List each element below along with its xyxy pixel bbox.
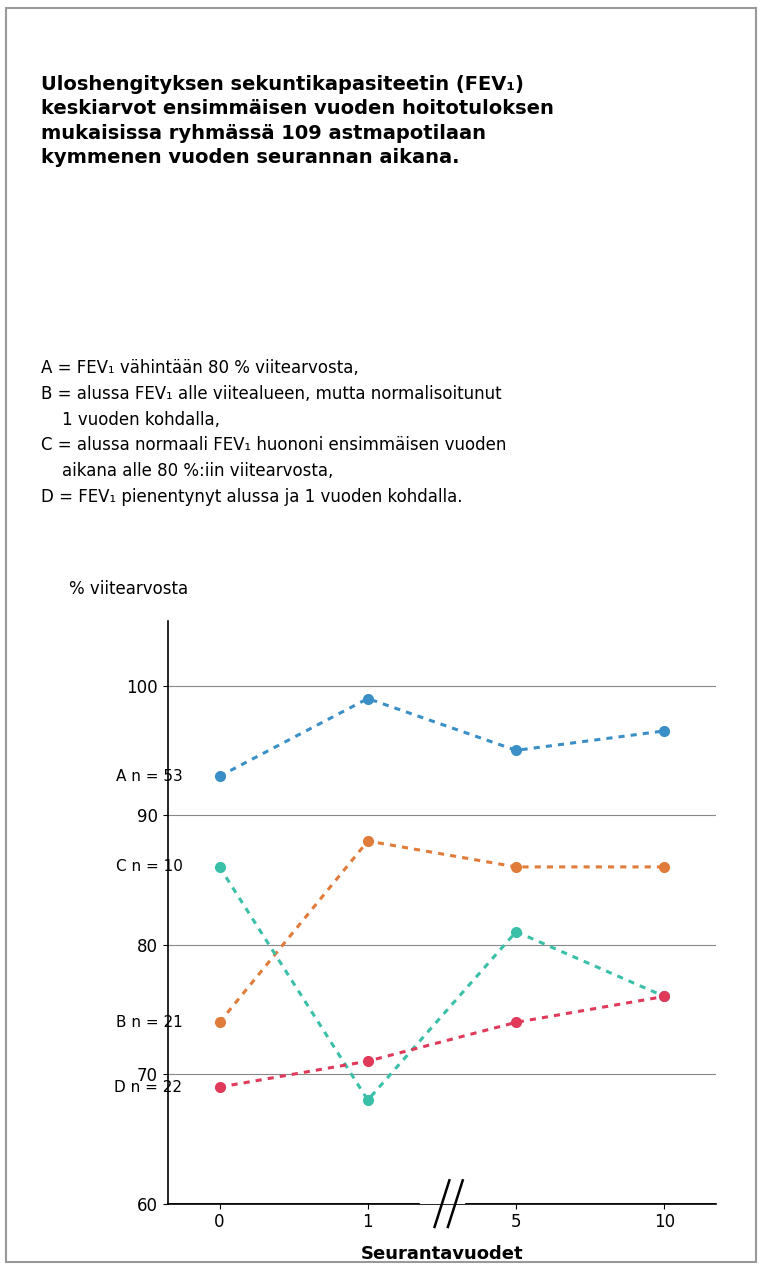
X-axis label: Seurantavuodet: Seurantavuodet — [360, 1245, 523, 1263]
Text: KUVIO 2.: KUVIO 2. — [21, 25, 110, 43]
Text: A = FEV₁ vähintään 80 % viitearvosta,
B = alussa FEV₁ alle viitealueen, mutta no: A = FEV₁ vähintään 80 % viitearvosta, B … — [41, 360, 507, 506]
Text: % viitearvosta: % viitearvosta — [69, 579, 188, 598]
Text: D n = 22: D n = 22 — [114, 1079, 182, 1095]
Bar — [420, 1171, 464, 1237]
Text: Uloshengityksen sekuntikapasiteetin (FEV₁)
keskiarvot ensimmäisen vuoden hoitotu: Uloshengityksen sekuntikapasiteetin (FEV… — [41, 75, 554, 167]
Text: B n = 21: B n = 21 — [116, 1015, 182, 1030]
Text: C n = 10: C n = 10 — [116, 859, 182, 874]
Text: A n = 53: A n = 53 — [116, 769, 182, 784]
